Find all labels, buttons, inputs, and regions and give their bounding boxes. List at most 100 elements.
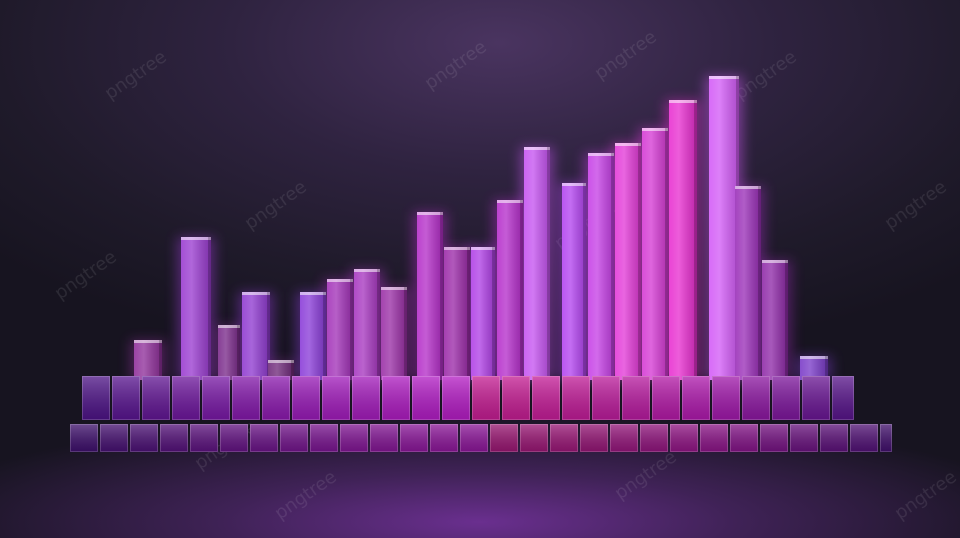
bar-shine [242,292,270,380]
base-block-edge [580,424,608,452]
bar-side [467,247,470,380]
base-block-edge [322,376,350,420]
bar-side [377,269,380,380]
base-block [742,376,770,420]
bar-top-edge [669,100,697,103]
base-block-shade [292,376,320,420]
bar-shine [354,269,380,380]
bar [497,200,523,380]
base-block [370,424,398,452]
bar [300,292,326,380]
base-block-shade [802,376,830,420]
base-block [280,424,308,452]
base-block [592,376,620,420]
base-block-edge [112,376,140,420]
base-block-shade [532,376,560,420]
base-block-shade [100,424,128,452]
base-block [832,376,854,420]
base-block-edge [82,376,110,420]
base-block-edge [340,424,368,452]
bar [242,292,270,380]
bar-side [758,186,761,380]
bar-top-edge [381,287,407,290]
base-block-shade [652,376,680,420]
base-block-shade [700,424,728,452]
base-block-edge [232,376,260,420]
bar-side [323,292,326,380]
bar-shine [444,247,470,380]
base-block [472,376,500,420]
base-block-edge [220,424,248,452]
base-block [622,376,650,420]
bar-shine [134,340,162,380]
base-block-edge [130,424,158,452]
base-block-edge [400,424,428,452]
bar-side [440,212,443,380]
base-block [610,424,638,452]
bar-side [237,325,240,380]
base-block-edge [430,424,458,452]
bar-top-edge [800,356,828,359]
base-block [220,424,248,452]
bar-top-edge [642,128,668,131]
base-block-shade [310,424,338,452]
watermark-text: pngtree [241,176,311,234]
bar-top-edge [615,143,641,146]
base-block-edge [160,424,188,452]
base-block [382,376,410,420]
bar-side [520,200,523,380]
bar [268,360,294,380]
bar-top-edge [588,153,614,156]
base-block-shade [610,424,638,452]
base-block-shade [502,376,530,420]
bar-side [825,356,828,380]
bar-top-edge [524,147,550,150]
base-block-shade [70,424,98,452]
bar-shine [181,237,211,380]
bar-shine [588,153,614,380]
bar [354,269,380,380]
base-block-edge [262,376,290,420]
base-block-edge [700,424,728,452]
base-block [460,424,488,452]
base-block-edge [532,376,560,420]
bar-shine [471,247,495,380]
base-block [262,376,290,420]
base-block-edge [142,376,170,420]
base-block-shade [550,424,578,452]
base-block-shade [730,424,758,452]
base-block [550,424,578,452]
bar-side [350,279,353,380]
base-block-shade [460,424,488,452]
base-block [850,424,878,452]
base-block [520,424,548,452]
base-block-edge [670,424,698,452]
bar-top-edge [709,76,739,79]
watermark-text: pngtree [51,246,121,304]
base-block-edge [880,424,892,452]
bar-side [267,292,270,380]
bar-side [611,153,614,380]
base-block [712,376,740,420]
bar-side [159,340,162,380]
base-block-shade [430,424,458,452]
base-block-shade [202,376,230,420]
base-block [880,424,892,452]
base-block [412,376,440,420]
base-block [670,424,698,452]
base-block-edge [802,376,830,420]
base-block [352,376,380,420]
base-block-edge [562,376,590,420]
base-block-edge [172,376,200,420]
bar-top-edge [327,279,353,282]
bar-shine [327,279,353,380]
base-block-shade [742,376,770,420]
base-block [82,376,110,420]
bar [471,247,495,380]
bar-side [291,360,294,380]
base-block [340,424,368,452]
base-block [682,376,710,420]
bar-side [404,287,407,380]
bar [444,247,470,380]
